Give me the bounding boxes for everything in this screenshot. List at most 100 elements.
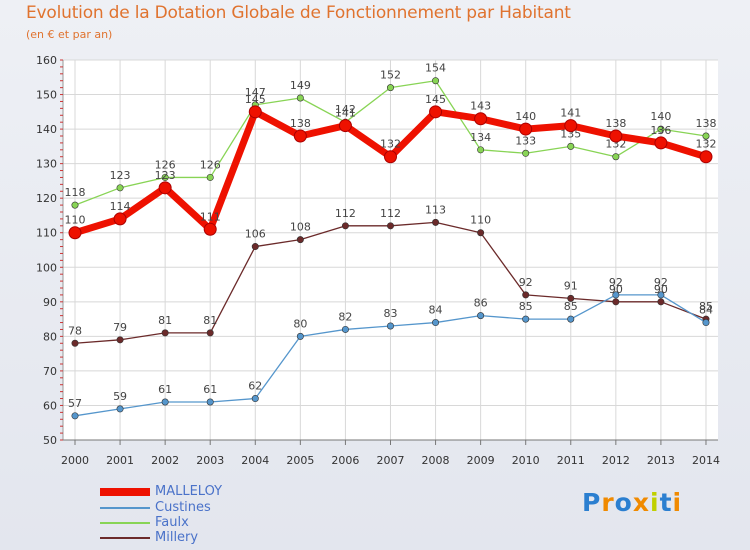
data-label-custines: 83 [383, 307, 397, 320]
data-label-custines: 85 [564, 300, 578, 313]
data-label-faulx: 152 [380, 69, 401, 82]
logo-letter: i [650, 488, 660, 517]
data-point-malleloy [609, 129, 623, 143]
logo-letter: r [601, 488, 615, 517]
data-point-custines [702, 319, 710, 327]
data-label-millery: 91 [564, 279, 578, 292]
data-label-faulx: 147 [245, 86, 266, 99]
data-label-faulx: 149 [290, 79, 311, 92]
y-tick-label: 100 [36, 261, 57, 274]
data-point-custines [386, 322, 394, 330]
data-label-malleloy: 111 [200, 210, 221, 223]
data-label-faulx: 142 [335, 103, 356, 116]
legend-label-millery: Millery [155, 530, 199, 545]
data-point-faulx [657, 125, 665, 133]
x-tick-label: 2000 [61, 454, 89, 467]
legend-swatch-malleloy [100, 488, 150, 496]
data-label-millery: 85 [699, 300, 713, 313]
data-point-faulx [296, 94, 304, 102]
x-tick-label: 2014 [692, 454, 720, 467]
data-label-custines: 92 [609, 276, 623, 289]
data-label-faulx: 134 [470, 131, 491, 144]
y-tick-label: 90 [43, 296, 57, 309]
data-label-custines: 82 [338, 310, 352, 323]
x-tick-label: 2003 [196, 454, 224, 467]
data-point-custines [522, 315, 530, 323]
data-label-faulx: 138 [695, 117, 716, 130]
data-label-millery: 90 [609, 283, 623, 296]
data-label-custines: 61 [158, 383, 172, 396]
y-tick-label: 150 [36, 89, 57, 102]
data-point-faulx [522, 149, 530, 157]
data-point-millery [522, 291, 530, 299]
y-tick-label: 70 [43, 365, 57, 378]
data-point-faulx [432, 77, 440, 85]
data-point-custines [341, 325, 349, 333]
data-point-malleloy [699, 150, 713, 164]
data-label-malleloy: 143 [470, 100, 491, 113]
data-point-malleloy [654, 136, 668, 150]
data-point-faulx [477, 146, 485, 154]
data-point-faulx [116, 184, 124, 192]
data-label-malleloy: 136 [650, 124, 671, 137]
legend-label-malleloy: MALLELOY [155, 484, 223, 499]
data-point-malleloy [113, 212, 127, 226]
x-tick-label: 2007 [376, 454, 404, 467]
data-point-millery [657, 298, 665, 306]
data-label-malleloy: 138 [290, 117, 311, 130]
x-tick-label: 2011 [557, 454, 585, 467]
data-label-millery: 110 [470, 214, 491, 227]
data-label-custines: 61 [203, 383, 217, 396]
data-point-millery [116, 336, 124, 344]
y-tick-label: 130 [36, 158, 57, 171]
data-label-faulx: 126 [200, 158, 221, 171]
data-point-millery [567, 294, 575, 302]
data-point-millery [206, 329, 214, 337]
data-point-custines [296, 332, 304, 340]
data-label-millery: 81 [158, 314, 172, 327]
data-point-faulx [206, 173, 214, 181]
data-point-custines [567, 315, 575, 323]
data-point-millery [432, 218, 440, 226]
data-label-custines: 86 [474, 297, 488, 310]
data-point-malleloy [293, 129, 307, 143]
data-point-custines [657, 291, 665, 299]
data-label-custines: 80 [293, 317, 307, 330]
data-point-malleloy [248, 105, 262, 119]
data-point-faulx [567, 142, 575, 150]
data-label-millery: 112 [380, 207, 401, 220]
y-tick-label: 160 [36, 54, 57, 67]
data-point-custines [161, 398, 169, 406]
data-label-malleloy: 110 [65, 214, 86, 227]
data-label-faulx: 154 [425, 62, 446, 75]
data-label-millery: 106 [245, 228, 266, 241]
y-tick-label: 80 [43, 330, 57, 343]
x-tick-label: 2012 [602, 454, 630, 467]
data-label-custines: 57 [68, 397, 82, 410]
data-label-faulx: 135 [560, 127, 581, 140]
data-point-custines [116, 405, 124, 413]
data-label-malleloy: 123 [155, 169, 176, 182]
logo-letter: t [659, 488, 673, 517]
data-point-custines [206, 398, 214, 406]
data-point-millery [341, 222, 349, 230]
x-tick-label: 2008 [422, 454, 450, 467]
x-tick-label: 2013 [647, 454, 675, 467]
data-point-malleloy [203, 222, 217, 236]
x-tick-label: 2006 [331, 454, 359, 467]
data-label-faulx: 123 [110, 169, 131, 182]
data-label-custines: 85 [519, 300, 533, 313]
logo-letter: P [582, 488, 602, 517]
y-tick-label: 110 [36, 227, 57, 240]
data-point-faulx [71, 201, 79, 209]
data-point-malleloy [68, 226, 82, 240]
data-label-malleloy: 132 [380, 138, 401, 151]
data-point-malleloy [429, 105, 443, 119]
data-label-malleloy: 145 [425, 93, 446, 106]
x-tick-label: 2009 [467, 454, 495, 467]
data-label-faulx: 118 [65, 186, 86, 199]
chart-title: Evolution de la Dotation Globale de Fonc… [26, 3, 571, 23]
data-point-millery [296, 236, 304, 244]
data-label-malleloy: 145 [245, 93, 266, 106]
